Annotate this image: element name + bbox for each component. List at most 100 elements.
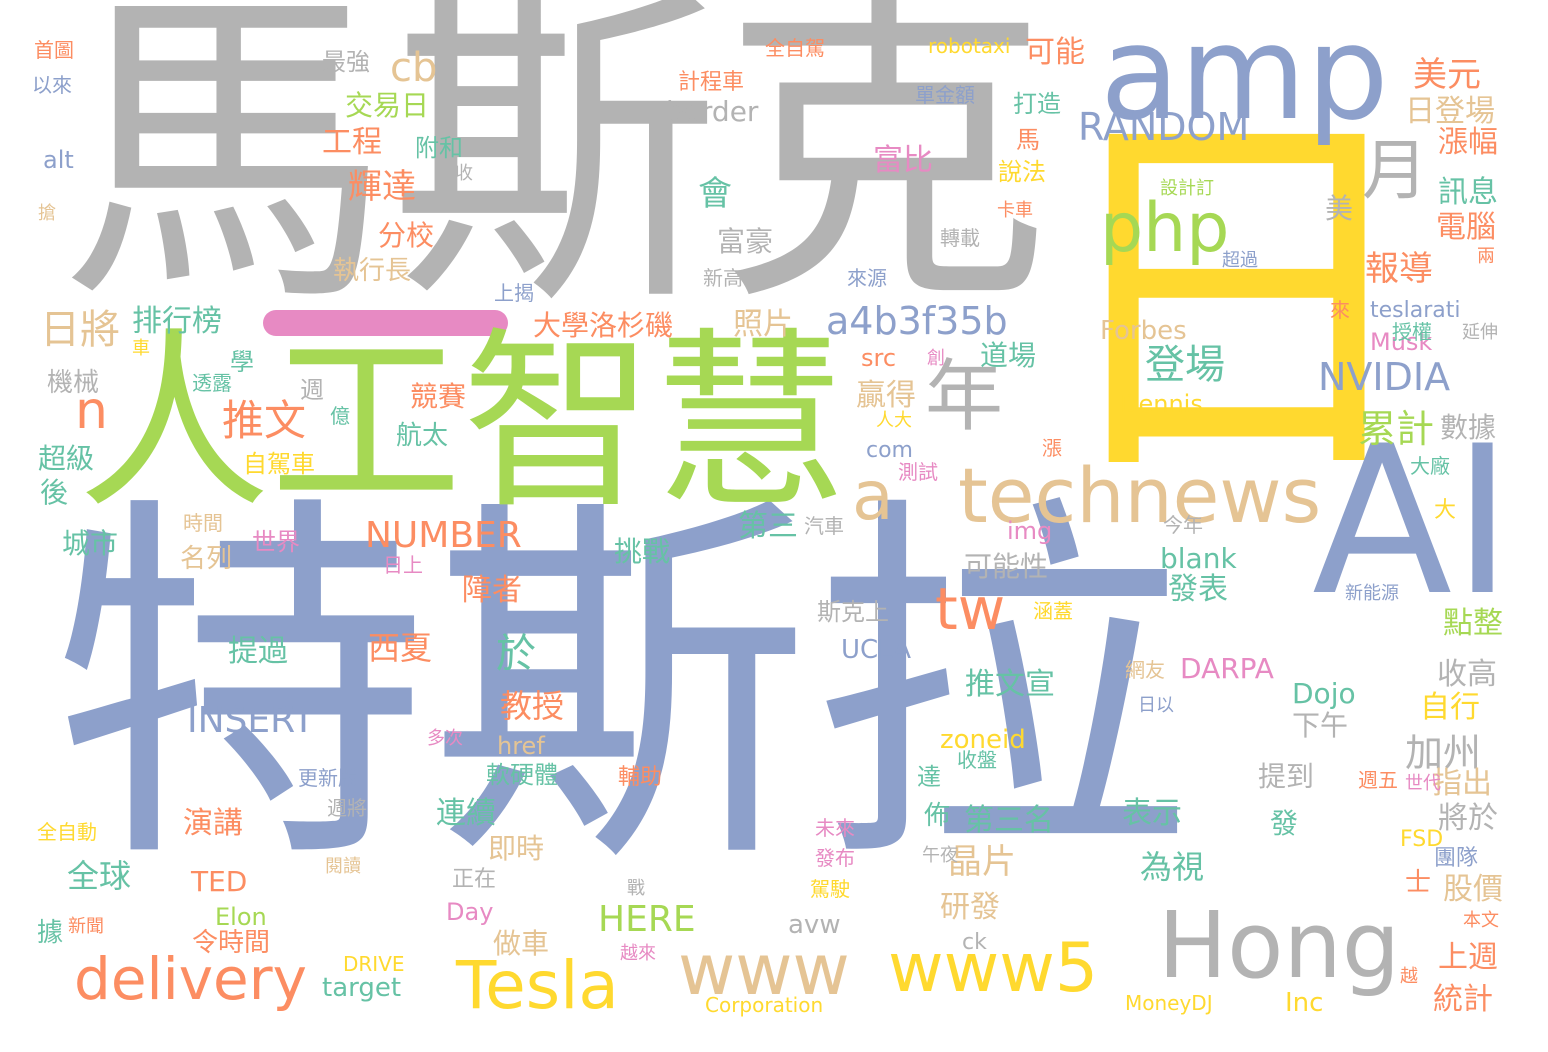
word-wuye: 午夜	[922, 845, 958, 866]
word-da2: 達	[917, 763, 941, 791]
word-quanzidong: 全自動	[37, 820, 97, 844]
word-gujia: 股價	[1443, 872, 1503, 907]
word-yuedu: 閱讀	[325, 856, 361, 877]
word-paihangbang: 排行榜	[132, 304, 222, 339]
word-fabu: 發布	[815, 846, 855, 870]
word-shidai: 世代	[1405, 773, 1441, 794]
word-biaoshi: 表示	[1122, 796, 1182, 831]
word-qiche: 汽車	[804, 514, 844, 538]
word-php: php	[1100, 189, 1230, 268]
word-shougao: 收高	[1437, 657, 1497, 692]
word-tesla-en: Tesla	[456, 947, 619, 1024]
word-img: img	[1007, 517, 1053, 545]
word-teslarati: teslarati	[1370, 298, 1461, 323]
word-danjine: 單金額	[915, 83, 975, 107]
word-n: n	[75, 381, 108, 441]
word-weishi: 為視	[1140, 848, 1205, 886]
word-disan: 第三	[738, 509, 798, 544]
word-tesla-zh: 特斯拉	[50, 466, 1190, 909]
word-zhixing: 自行	[1420, 690, 1480, 725]
word-href: href	[497, 732, 545, 760]
word-avw: avw	[788, 910, 841, 940]
word-dennis: Dennis	[1120, 390, 1203, 418]
word-amp: amp	[1100, 0, 1389, 149]
word-inc: Inc	[1285, 988, 1324, 1018]
word-chengshi: 城市	[62, 527, 119, 560]
word-lingshijian: 令時間	[192, 928, 271, 958]
word-zhangfu: 漲幅	[1438, 125, 1498, 160]
word-baodao: 報導	[1365, 249, 1433, 289]
word-jiaoshou: 教授	[500, 687, 565, 725]
word-qiang: 搶	[38, 203, 56, 224]
word-dazao: 打造	[1013, 90, 1061, 118]
word-dianzheng: 點整	[1443, 606, 1503, 641]
word-jingsai: 競賽	[410, 380, 467, 413]
word-moneydj: MoneyDJ	[1125, 991, 1213, 1015]
word-www5: www5	[888, 929, 1099, 1008]
word-ai-zh: 人工智慧	[78, 312, 846, 535]
word-xixia: 西夏	[368, 629, 433, 667]
word-ju: 據	[37, 918, 64, 948]
word-a: a	[852, 457, 894, 536]
word-year: 年	[925, 352, 1004, 442]
word-dojo: Dojo	[1292, 677, 1356, 710]
word-bu: 佈	[924, 801, 951, 831]
word-zuoche: 做車	[493, 927, 550, 960]
word-huida: 輝達	[348, 167, 416, 207]
word-shouquan: 授權	[1392, 320, 1432, 344]
word-shangzhou: 上週	[1438, 940, 1498, 975]
word-shoutu: 首圖	[34, 38, 74, 62]
word-robotaxi: robotaxi	[928, 34, 1011, 58]
word-fabiao: 發表	[1168, 572, 1228, 607]
word-daochang: 道場	[980, 339, 1037, 372]
word-ri: 日	[1040, 73, 1430, 527]
word-hui: 會	[698, 174, 732, 214]
word-border: border	[666, 95, 759, 128]
word-minglie: 名列	[180, 544, 233, 574]
word-shijie: 世界	[252, 528, 300, 556]
word-number: NUMBER	[365, 515, 522, 556]
word-quanzijia: 全自駕	[765, 36, 825, 60]
word-yue: 越	[1400, 966, 1418, 987]
word-zhan: 戰	[627, 878, 645, 899]
word-shoupan: 收盤	[957, 748, 997, 772]
word-yi: 億	[330, 404, 350, 428]
word-hangai: 涵蓋	[1033, 599, 1073, 623]
word-fuhe: 附和	[415, 134, 463, 162]
word-ucla: UCLA	[841, 635, 912, 665]
word-rishang: 日上	[383, 553, 423, 577]
word-hong: Hong	[1158, 892, 1401, 999]
word-tidao: 提到	[1258, 760, 1315, 793]
word-ceshi: 測試	[898, 460, 938, 484]
word-yanfa: 研發	[940, 890, 1000, 925]
word-weilai: 未來	[815, 816, 855, 840]
word-wangyou: 網友	[1125, 658, 1165, 682]
word-xunxi: 訊息	[1438, 175, 1498, 210]
word-shuofa: 說法	[998, 158, 1046, 186]
word-disanming: 第三名	[964, 803, 1054, 838]
word-tuandui: 團隊	[1434, 846, 1479, 871]
word-ridengchang: 日登場	[1405, 94, 1495, 129]
word-musk: Musk	[1370, 328, 1433, 356]
word-fuhao: 富豪	[717, 225, 774, 258]
word-tw: tw	[935, 575, 1006, 643]
word-yingde: 贏得	[856, 378, 916, 413]
word-jinnian: 今年	[1163, 513, 1203, 537]
word-day: Day	[446, 898, 494, 926]
word-tongji: 統計	[1433, 982, 1493, 1017]
word-zoneid: zoneid	[940, 725, 1026, 755]
word-alt: alt	[43, 146, 74, 174]
word-zhuanzai: 轉載	[940, 226, 980, 250]
word-keneng: 可能	[1025, 35, 1085, 70]
word-zhengzai: 正在	[452, 867, 497, 892]
word-leiji: 累計	[1358, 407, 1435, 451]
word-a4b3f35b: a4b3f35b	[826, 299, 1008, 343]
word-zhouwu: 週五	[1358, 768, 1398, 792]
word-corporation: Corporation	[705, 993, 824, 1017]
word-duoci: 多次	[427, 728, 463, 749]
word-mei: 美	[1325, 192, 1354, 225]
word-ai-en: AI	[1312, 403, 1513, 641]
word-xingao: 新高	[703, 266, 743, 290]
word-shangjie: 上揭	[494, 281, 534, 305]
